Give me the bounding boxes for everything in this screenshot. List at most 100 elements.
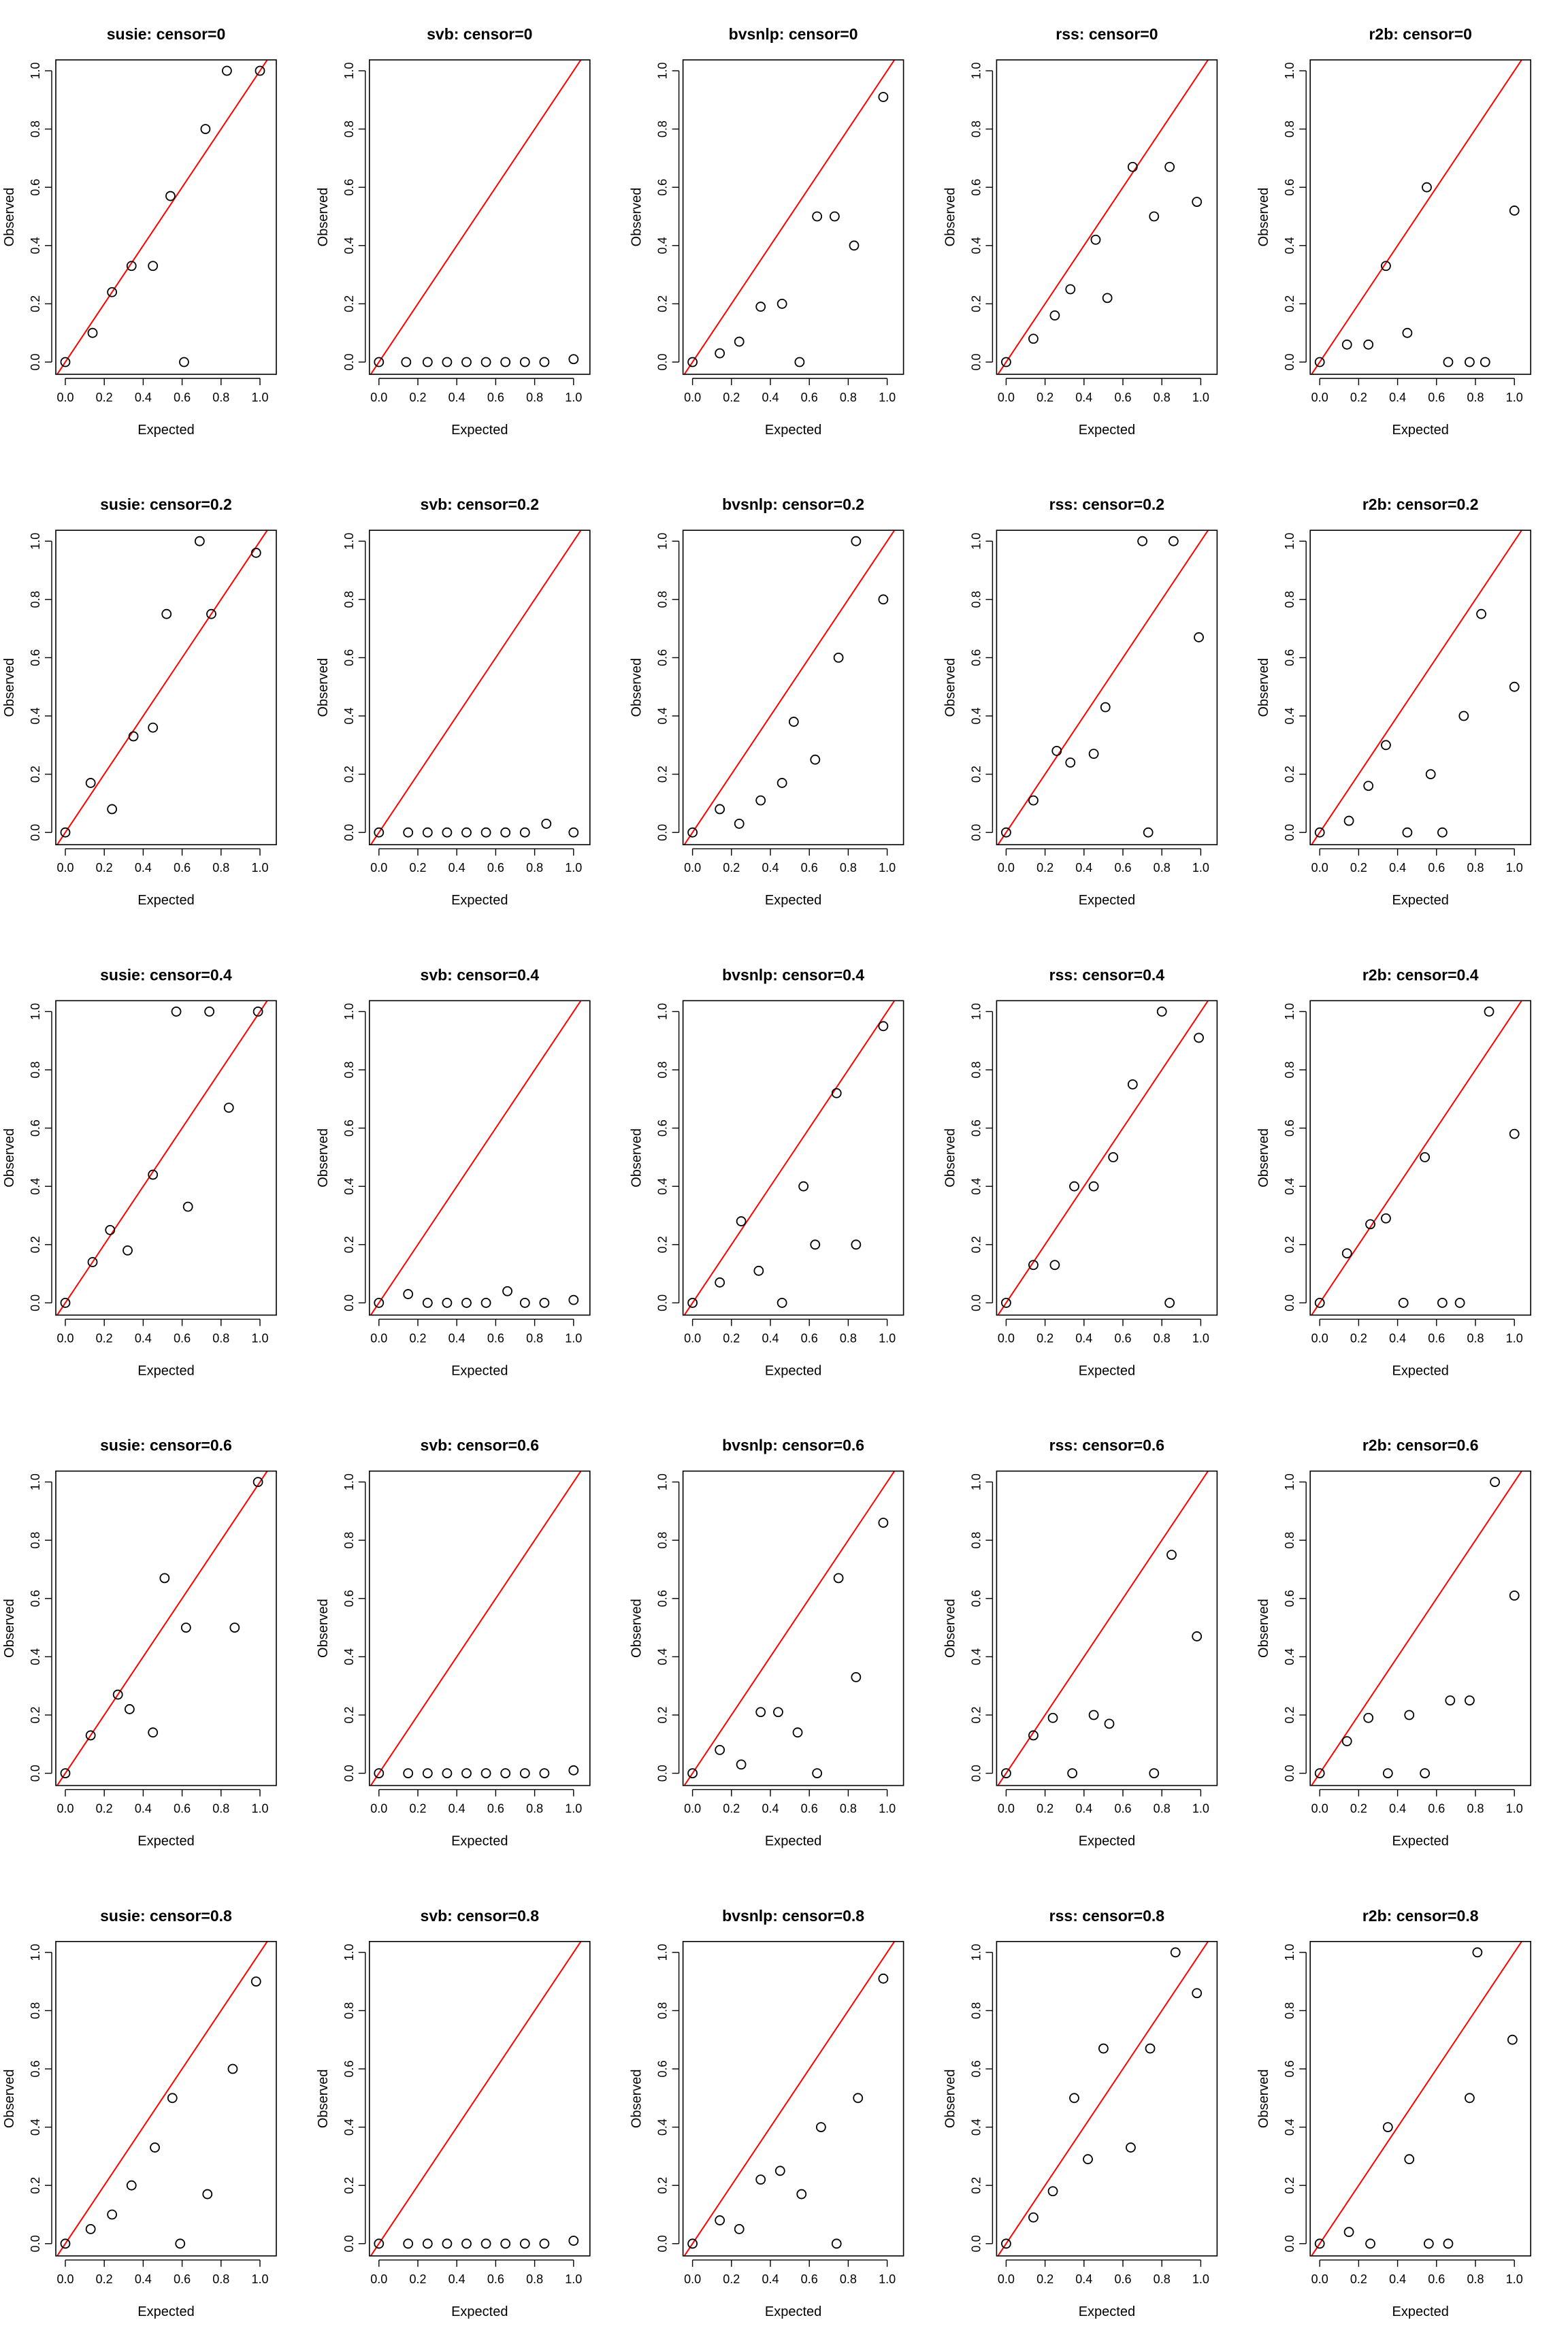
- data-point: [1192, 1631, 1203, 1642]
- x-tick-label: 0.0: [684, 391, 701, 404]
- plot-frame: [55, 59, 277, 375]
- plot-frame: [996, 1470, 1218, 1786]
- data-point: [107, 804, 118, 815]
- y-tick-label: 0.0: [656, 353, 670, 370]
- x-tick-label: 0.4: [448, 1802, 466, 1816]
- data-point: [755, 795, 766, 806]
- data-point: [148, 261, 159, 272]
- data-point: [519, 1298, 530, 1308]
- y-tick-label: 0.2: [1283, 1706, 1296, 1723]
- data-point: [1028, 795, 1039, 806]
- data-points: [1314, 608, 1520, 838]
- y-tick-label: 1.0: [656, 62, 670, 79]
- x-axis-title: Expected: [451, 2304, 508, 2319]
- y-axis-title: Observed: [630, 2069, 644, 2128]
- data-point: [1127, 1079, 1138, 1090]
- data-point: [1156, 1007, 1167, 1017]
- data-point: [182, 1201, 193, 1212]
- data-point: [1381, 740, 1391, 751]
- x-tick-label: 0.6: [174, 861, 191, 875]
- data-point: [715, 804, 725, 815]
- data-point: [736, 1216, 747, 1226]
- data-points: [687, 536, 889, 838]
- x-axis-title: Expected: [451, 1363, 508, 1378]
- y-tick-label: 0.8: [29, 1061, 42, 1078]
- y-tick-label: 0.6: [656, 1590, 670, 1607]
- y-axis: 0.0 0.2 0.4 0.6 0.8 1.0: [29, 1944, 52, 2252]
- y-tick-label: 0.6: [969, 179, 983, 196]
- data-point: [1443, 2238, 1454, 2249]
- data-point: [171, 1007, 182, 1017]
- data-point: [442, 1298, 453, 1308]
- panel-title: susie: censor=0.8: [100, 1907, 232, 1925]
- y-tick-label: 0.6: [29, 2060, 42, 2077]
- panel-11: susie: censor=0.40.0 0.2 0.4 0.6 0.8 1.00.00.…: [2, 966, 277, 1378]
- y-tick-label: 1.0: [29, 62, 42, 79]
- y-tick-label: 1.0: [969, 533, 983, 550]
- data-point: [1490, 1477, 1500, 1488]
- data-point: [1192, 197, 1203, 208]
- y-axis-title: Observed: [1256, 658, 1271, 717]
- data-point: [1445, 1695, 1456, 1706]
- y-tick-label: 0.0: [29, 824, 42, 841]
- x-tick-label: 0.6: [1114, 1331, 1131, 1345]
- data-point: [252, 1007, 263, 1017]
- x-tick-label: 1.0: [879, 861, 896, 875]
- x-tick-label: 0.6: [1428, 391, 1445, 404]
- y-axis-title: Observed: [316, 2069, 331, 2128]
- data-point: [851, 536, 862, 546]
- x-tick-label: 0.8: [840, 2272, 857, 2286]
- data-point: [715, 348, 725, 359]
- panel-title: rss: censor=0.4: [1049, 966, 1165, 983]
- data-point: [206, 608, 216, 619]
- data-point: [1065, 284, 1076, 295]
- x-axis: 0.0 0.2 0.4 0.6 0.8 1.0: [56, 2259, 269, 2286]
- data-points: [374, 1765, 579, 1779]
- y-axis-title: Observed: [630, 1128, 644, 1188]
- x-tick-label: 0.0: [370, 1802, 387, 1816]
- x-tick-label: 1.0: [1192, 1331, 1209, 1345]
- x-tick-label: 0.8: [1467, 1802, 1484, 1816]
- y-tick-label: 0.4: [969, 1648, 983, 1665]
- x-tick-label: 0.0: [998, 861, 1015, 875]
- y-tick-label: 0.2: [1283, 2177, 1296, 2194]
- data-point: [1102, 293, 1113, 304]
- data-point: [1145, 2043, 1156, 2054]
- data-point: [1437, 827, 1448, 838]
- data-point: [755, 1707, 766, 1718]
- reference-line: [683, 530, 896, 845]
- data-points: [374, 818, 579, 838]
- data-point: [500, 357, 511, 368]
- x-tick-label: 0.2: [96, 861, 113, 875]
- y-tick-label: 0.0: [969, 824, 983, 841]
- y-axis: 0.0 0.2 0.4 0.6 0.8 1.0: [1283, 1473, 1307, 1782]
- x-tick-label: 0.6: [1428, 1802, 1445, 1816]
- data-point: [1088, 1710, 1099, 1720]
- y-tick-label: 0.0: [969, 1294, 983, 1311]
- x-axis-title: Expected: [451, 1834, 508, 1849]
- x-tick-label: 0.6: [801, 1802, 818, 1816]
- y-tick-label: 0.4: [29, 1648, 42, 1665]
- data-point: [1100, 702, 1111, 713]
- data-points: [687, 92, 889, 368]
- y-tick-label: 0.4: [969, 237, 983, 254]
- data-point: [374, 2238, 385, 2249]
- data-point: [1137, 536, 1148, 546]
- data-point: [1341, 339, 1352, 350]
- data-point: [107, 287, 118, 297]
- y-tick-label: 0.6: [1283, 179, 1296, 196]
- data-points: [687, 1973, 889, 2249]
- plot-frame: [682, 529, 904, 846]
- x-tick-label: 0.6: [1114, 391, 1131, 404]
- x-tick-label: 0.2: [96, 1331, 113, 1345]
- y-axis: 0.0 0.2 0.4 0.6 0.8 1.0: [1283, 533, 1307, 841]
- data-point: [755, 301, 766, 312]
- data-point: [403, 1768, 414, 1779]
- x-axis-title: Expected: [1392, 423, 1449, 438]
- plot-frame: [368, 529, 591, 846]
- panel-24: rss: censor=0.80.0 0.2 0.4 0.6 0.8 1.00.00.20…: [943, 1907, 1218, 2319]
- y-axis: 0.0 0.2 0.4 0.6 0.8 1.0: [969, 1473, 994, 1782]
- y-tick-label: 0.8: [29, 1532, 42, 1549]
- y-tick-label: 0.6: [969, 1120, 983, 1137]
- x-tick-label: 0.6: [801, 391, 818, 404]
